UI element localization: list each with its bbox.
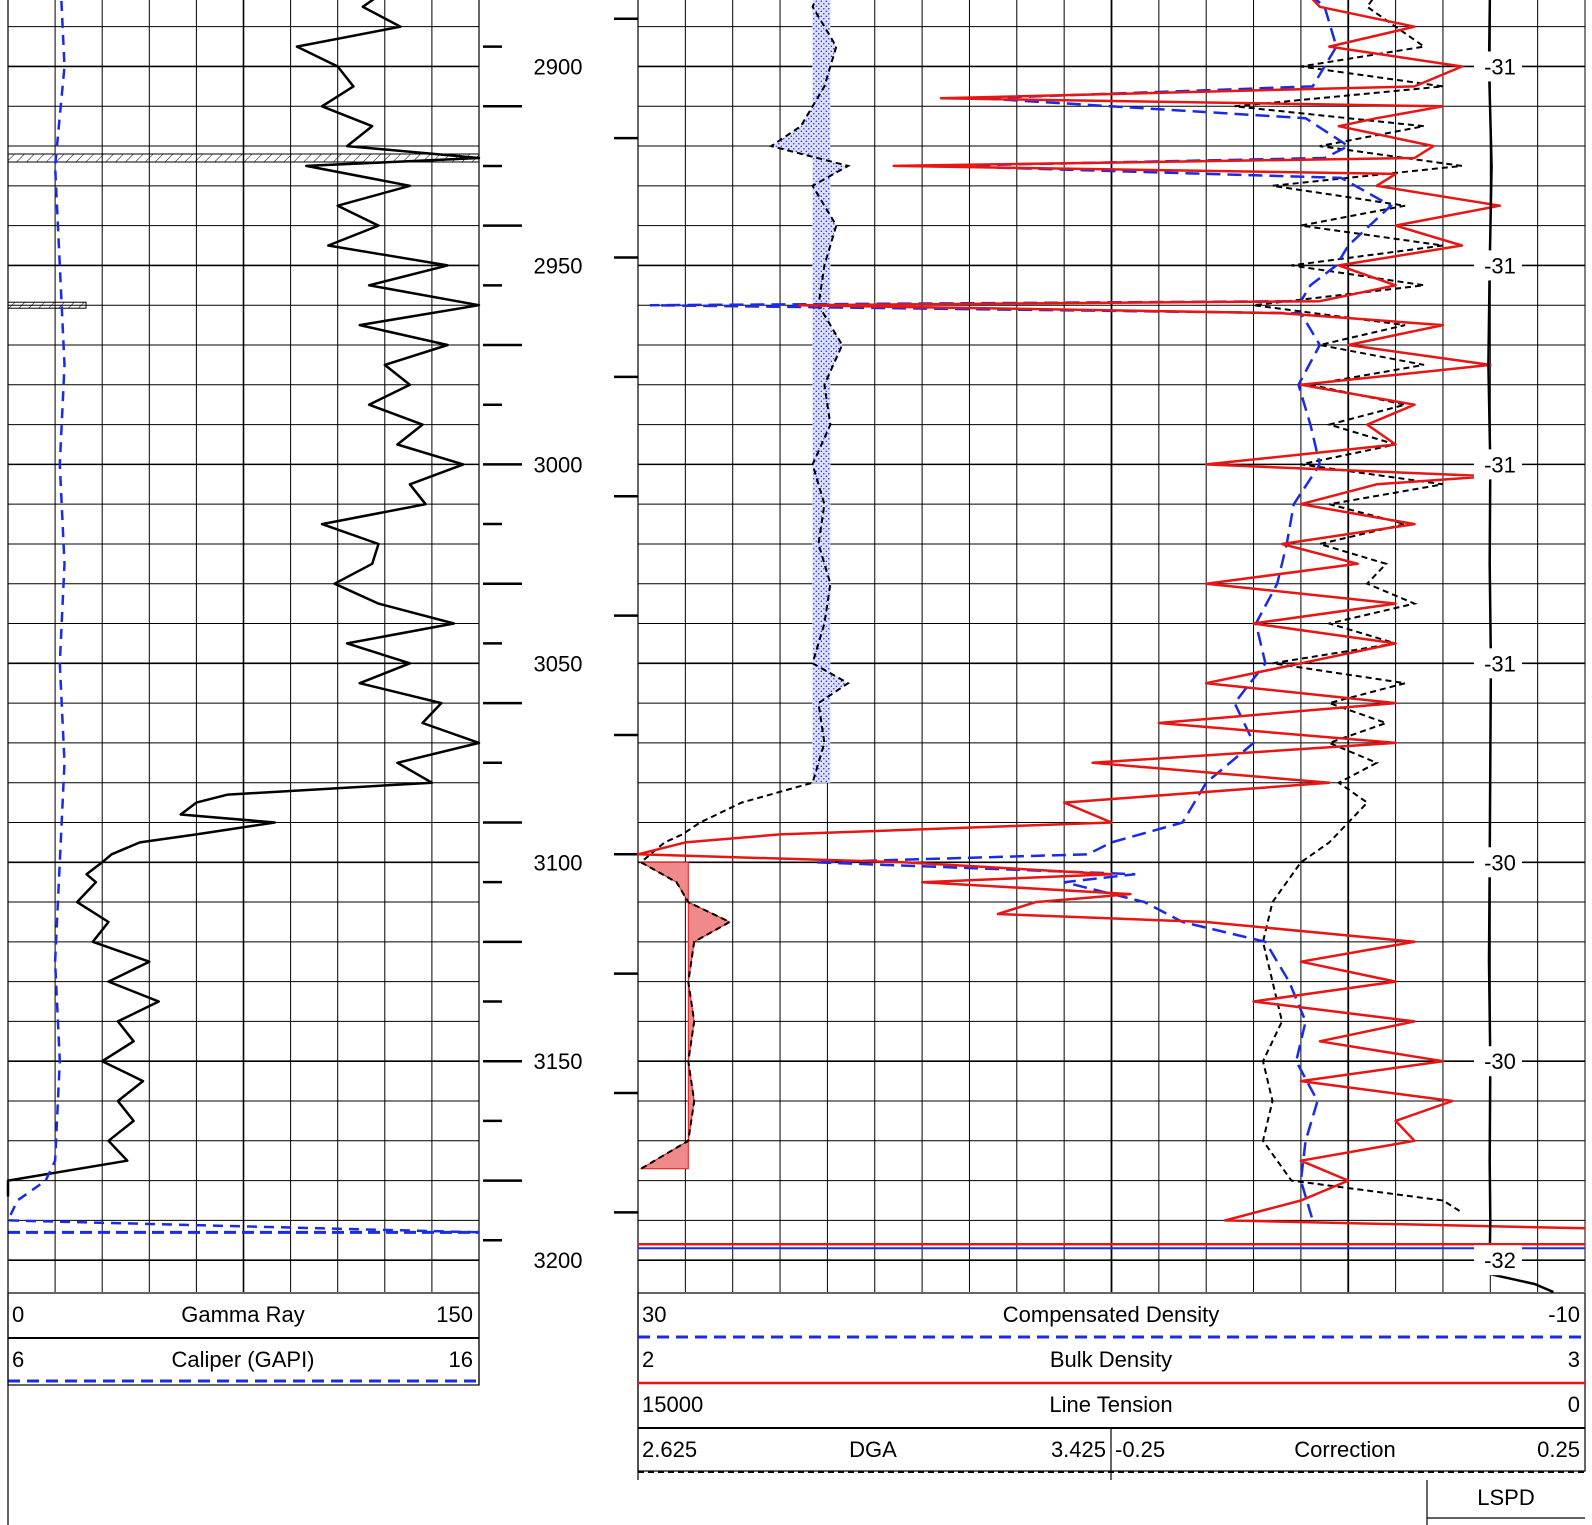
- correction-min: -0.25: [1115, 1437, 1165, 1462]
- speed-readout-label: -30: [1484, 850, 1516, 875]
- readout-bg: [1474, 648, 1522, 679]
- depth-label: 2950: [534, 253, 583, 278]
- left-track-grid: [7, 0, 480, 1385]
- line-tension-curve: [1478, 0, 1554, 1294]
- caliper-min: 6: [12, 1347, 24, 1372]
- comp-density-label: Compensated Density: [1003, 1302, 1219, 1327]
- readout-bg: [1474, 847, 1522, 878]
- bulk-density-label: Bulk Density: [1050, 1347, 1172, 1372]
- line-tension-max: 0: [1568, 1392, 1580, 1417]
- readout-bg: [1474, 1245, 1522, 1276]
- bulk-density-curve: [636, 0, 1586, 1230]
- gamma-ray-min: 0: [12, 1302, 24, 1327]
- gamma-ray-label: Gamma Ray: [181, 1302, 304, 1327]
- depth-label: 3000: [534, 452, 583, 477]
- gamma-ray-curve: [6, 0, 481, 1197]
- readout-bg: [1474, 51, 1522, 82]
- comp-density-max: -10: [1548, 1302, 1580, 1327]
- right-track-grid: [637, 0, 1586, 1480]
- dga-curve: [639, 0, 851, 1170]
- speed-readout-label: -31: [1484, 253, 1516, 278]
- right-track-header: 30 Compensated Density -10 2 Bulk Densit…: [637, 1292, 1586, 1525]
- depth-label: 2900: [534, 54, 583, 79]
- speed-readout-label: -31: [1484, 54, 1516, 79]
- readout-bg: [1474, 1046, 1522, 1077]
- depth-label: 3200: [534, 1248, 583, 1273]
- speed-readout-label: -31: [1484, 452, 1516, 477]
- speed-readout-label: -32: [1484, 1248, 1516, 1273]
- dga-max: 3.425: [1051, 1437, 1106, 1462]
- gamma-ray-max: 150: [436, 1302, 473, 1327]
- dga-shading: [771, 0, 849, 783]
- speed-readout-label: -31: [1484, 651, 1516, 676]
- correction-curve: [1234, 0, 1463, 1214]
- speed-readout-label: -30: [1484, 1049, 1516, 1074]
- compensated-density-curve: [649, 0, 1394, 1221]
- correction-label: Correction: [1294, 1437, 1395, 1462]
- depth-label: 3050: [534, 651, 583, 676]
- caliper-label: Caliper (GAPI): [171, 1347, 314, 1372]
- caliper-max: 16: [449, 1347, 473, 1372]
- depth-label: 3150: [534, 1049, 583, 1074]
- comp-density-min: 30: [642, 1302, 666, 1327]
- dga-shading: [812, 0, 831, 783]
- readout-bg: [1474, 449, 1522, 480]
- speed-readout: -31 -31 -31 -31 -30 -30 -32: [1474, 51, 1522, 1276]
- depth-column: 2900 2950 3000 3050 3100 3150 3200: [483, 17, 638, 1273]
- log-curves: [6, 0, 1586, 1294]
- left-track-header: 0 Gamma Ray 150 6 Caliper (GAPI) 16: [7, 1292, 480, 1386]
- line-tension-label: Line Tension: [1049, 1392, 1172, 1417]
- washout-fill: [7, 301, 87, 309]
- bulk-density-max: 3: [1568, 1347, 1580, 1372]
- line-tension-min: 15000: [642, 1392, 703, 1417]
- caliper-curve: [6, 0, 480, 1234]
- correction-max: 0.25: [1537, 1437, 1580, 1462]
- bulk-density-min: 2: [642, 1347, 654, 1372]
- dga-min: 2.625: [642, 1437, 697, 1462]
- depth-label: 3100: [534, 850, 583, 875]
- dga-label: DGA: [849, 1437, 897, 1462]
- lspd-label: LSPD: [1477, 1485, 1534, 1510]
- readout-bg: [1474, 250, 1522, 281]
